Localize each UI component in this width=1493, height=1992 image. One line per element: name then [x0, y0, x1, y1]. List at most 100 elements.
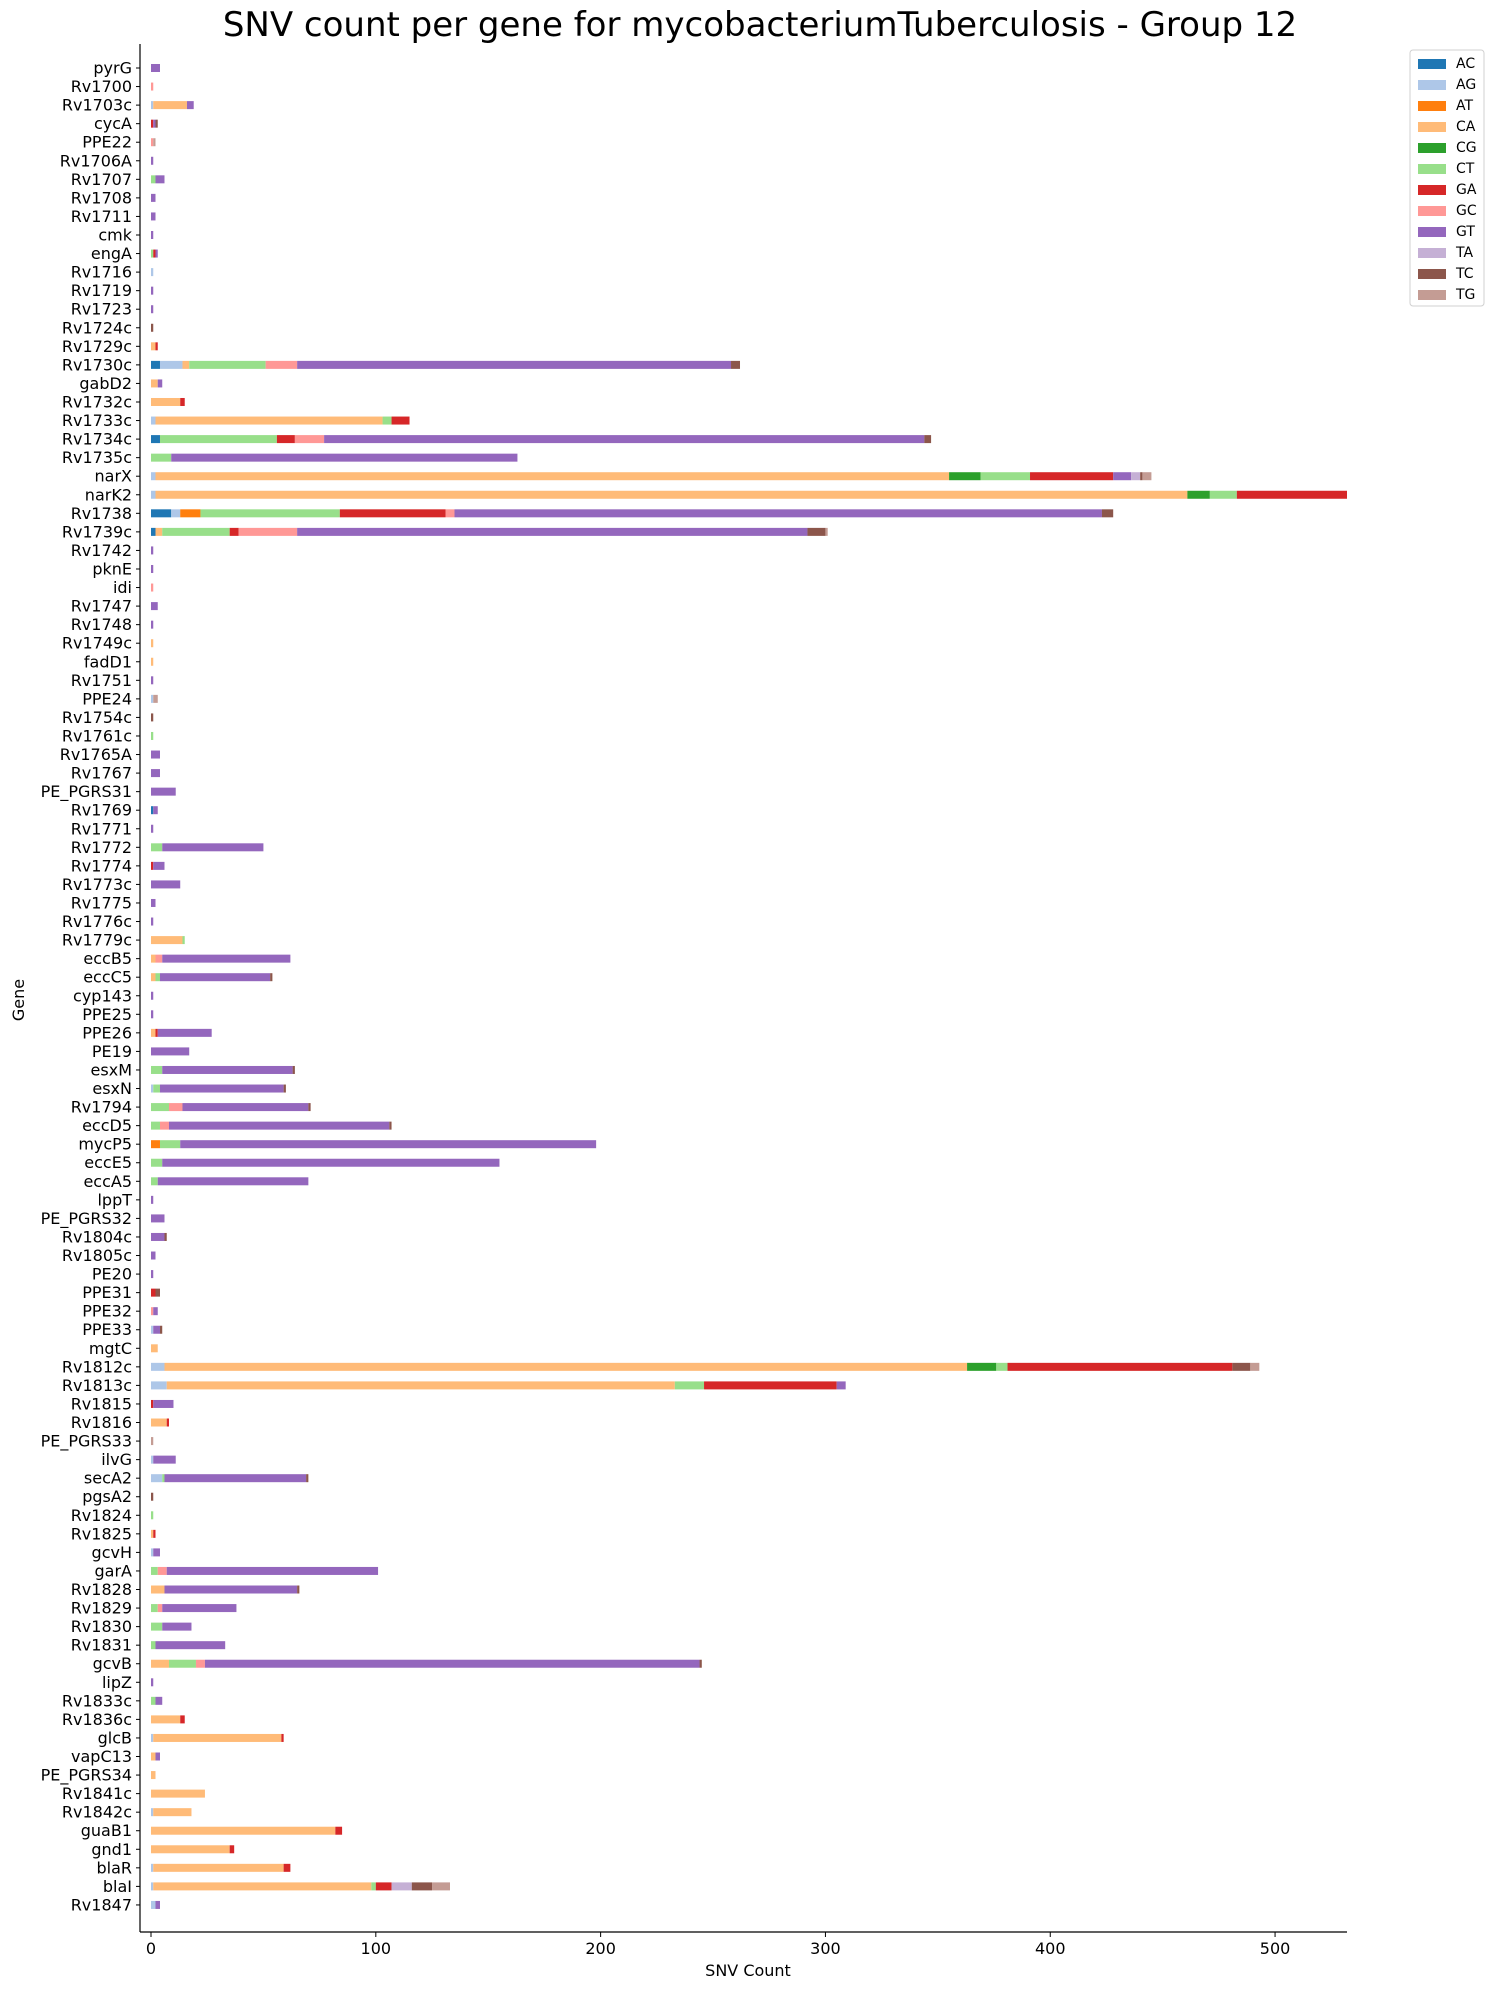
y-tick-label: Rv1841c [62, 1784, 132, 1803]
y-tick-label: PE_PGRS32 [41, 1209, 132, 1229]
y-tick-label: ilvG [101, 1450, 132, 1469]
bar-segment-eccD5-GT [168, 1121, 390, 1130]
bar-segment-PPE32-GT [153, 1307, 158, 1316]
y-tick-label: Rv1700 [71, 77, 132, 96]
bar-segment-lipZ-GT [151, 1678, 154, 1687]
bar-segment-narX-TC [1140, 472, 1143, 481]
bar-segment-Rv1739c-AC [151, 527, 156, 536]
bar-segment-secA2-TC [306, 1474, 309, 1483]
y-tick-label: Rv1708 [71, 188, 132, 207]
y-tick-label: Rv1765A [60, 745, 132, 764]
bar-segment-Rv1708-GT [151, 193, 156, 202]
bar-segment-Rv1794-TC [308, 1103, 311, 1112]
y-tick-label: Rv1828 [71, 1580, 132, 1599]
y-tick-label: mgtC [89, 1339, 132, 1358]
y-tick-label: lipZ [102, 1673, 132, 1692]
bar-segment-glcB-AG [151, 1733, 154, 1742]
bar-segment-gcvH-AG [151, 1548, 154, 1557]
y-tick-label: engA [91, 244, 132, 263]
bar-segment-narX-TA [1131, 472, 1141, 481]
bar-segment-eccD5-GC [159, 1121, 169, 1130]
bar-segment-engA-GT [155, 249, 158, 258]
bar-segment-secA2-GT [164, 1474, 307, 1483]
y-tick-label: pknE [92, 559, 132, 578]
y-tick-label: PPE33 [82, 1320, 132, 1339]
bar-segment-PPE22-GC [151, 138, 154, 147]
y-tick-label: eccE5 [84, 1153, 132, 1172]
bar-segment-gcvB-CT [168, 1659, 196, 1668]
bar-segment-Rv1813c-AG [151, 1381, 167, 1390]
y-tick-label: blaR [96, 1858, 132, 1877]
legend-swatch-GA [1418, 185, 1446, 195]
bar-segment-Rv1774-GT [153, 861, 165, 870]
bar-segment-Rv1779c-CT [182, 936, 185, 945]
bar-segment-Rv1707-GT [155, 175, 165, 184]
y-tick-label: cmk [98, 225, 132, 244]
bar-segment-Rv1769-GT [153, 806, 158, 815]
bar-segment-Rv1833c-CT [151, 1696, 156, 1705]
bar-segment-Rv1771-GT [151, 824, 154, 833]
bar-segment-Rv1732c-GA [180, 397, 185, 406]
bar-segment-Rv1815-GT [153, 1399, 174, 1408]
bar-segment-PPE31-TC [155, 1288, 160, 1297]
bar-segment-eccC5-CA [151, 973, 156, 982]
bar-segment-narX-GT [1113, 472, 1132, 481]
bar-segment-PPE25-GT [151, 1010, 154, 1019]
bar-segment-narK2-GA [1236, 490, 1347, 499]
y-tick-label: Rv1703c [62, 96, 132, 115]
bar-segment-Rv1738-AT [180, 509, 201, 518]
legend-swatch-CA [1418, 122, 1446, 132]
bar-segment-Rv1772-CT [151, 843, 163, 852]
bar-segment-cycA-GT [153, 119, 156, 128]
y-tick-label: eccD5 [82, 1116, 132, 1135]
legend-swatch-AC [1418, 59, 1446, 69]
bar-segment-Rv1831-CT [151, 1641, 156, 1650]
y-tick-label: gabD2 [79, 374, 132, 393]
y-tick-label: Rv1824 [71, 1506, 132, 1525]
y-tick-label: pgsA2 [82, 1487, 132, 1506]
legend-label-TA: TA [1455, 245, 1473, 261]
y-tick-label: Rv1735c [62, 448, 132, 467]
bar-segment-Rv1716-AG [151, 268, 154, 277]
bar-segment-guaB1-GA [335, 1826, 343, 1835]
bar-segment-Rv1847-AG [151, 1900, 156, 1909]
bar-segment-Rv1706A-GT [151, 156, 154, 165]
y-tick-label: Rv1804c [62, 1227, 132, 1246]
bar-segment-Rv1779c-CA [151, 936, 183, 945]
bar-segment-Rv1730c-AC [151, 360, 160, 369]
y-tick-label: guaB1 [81, 1821, 132, 1840]
bar-segment-Rv1829-GC [157, 1604, 163, 1613]
bar-segment-gcvB-CA [151, 1659, 169, 1668]
bar-segment-PPE33-TC [159, 1325, 163, 1334]
bar-segment-esxN-CT [153, 1084, 160, 1093]
bar-segment-Rv1748-GT [151, 620, 154, 629]
legend-swatch-TC [1418, 269, 1446, 279]
y-tick-label: Rv1813c [62, 1376, 132, 1395]
y-tick-label: eccB5 [83, 949, 132, 968]
bar-segment-blaI-GA [375, 1882, 392, 1891]
bar-segment-vapC13-CA [151, 1752, 156, 1761]
y-tick-label: Rv1769 [71, 801, 132, 820]
bar-segment-Rv1733c-GA [391, 416, 410, 425]
y-tick-label: PPE25 [82, 1005, 132, 1024]
y-tick-label: Rv1739c [62, 522, 132, 541]
bar-segment-eccC5-GT [159, 973, 271, 982]
bar-segment-blaR-CA [153, 1863, 284, 1872]
y-tick-label: Rv1805c [62, 1246, 132, 1265]
bar-segment-garA-GT [166, 1566, 379, 1575]
bar-segment-narK2-CA [155, 490, 1188, 499]
bar-segment-esxM-CT [151, 1065, 163, 1074]
bar-segment-Rv1739c-CA [155, 527, 163, 536]
bar-segment-mycP5-GT [180, 1140, 597, 1149]
y-tick-label: Rv1767 [71, 764, 132, 783]
bar-segment-Rv1739c-TC [807, 527, 826, 536]
bar-segment-PPE22-TG [153, 138, 156, 147]
y-axis-title: Gene [9, 979, 28, 1021]
y-tick-label: Rv1733c [62, 411, 132, 430]
y-tick-label: PPE22 [82, 133, 132, 152]
bar-segment-Rv1738-CT [200, 509, 340, 518]
bar-segment-Rv1830-GT [162, 1622, 192, 1631]
bar-segment-eccB5-CA [151, 954, 156, 963]
bar-segment-ilvG-AG [151, 1455, 154, 1464]
bar-segment-Rv1794-GC [168, 1103, 183, 1112]
